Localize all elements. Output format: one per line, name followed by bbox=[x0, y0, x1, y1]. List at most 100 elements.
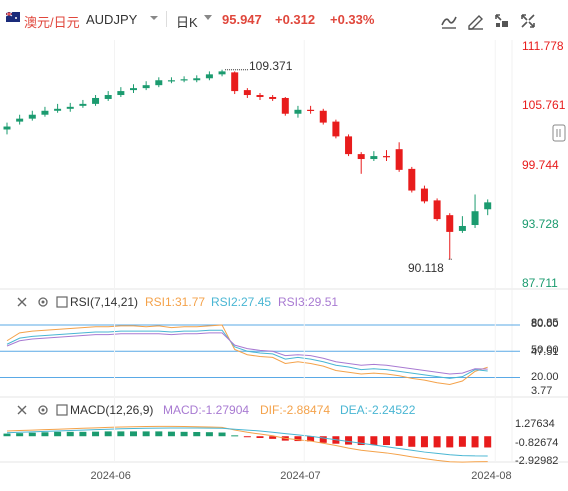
candle-body bbox=[167, 80, 175, 82]
macd-bar bbox=[458, 436, 466, 447]
high-annotation: 109.371 bbox=[249, 59, 293, 73]
candle-body bbox=[193, 78, 201, 81]
rsi1-line bbox=[6, 324, 488, 386]
candle-body bbox=[420, 188, 428, 202]
dif-value: DIF:-2.88474 bbox=[260, 403, 331, 417]
macd-bar bbox=[357, 436, 365, 446]
rsi-tick-label: 80.85 bbox=[531, 317, 559, 330]
rsi-tick-label: 80.00 bbox=[531, 318, 559, 330]
rsi-header: RSI(7,14,21) RSI1:31.77 RSI2:27.45 RSI3:… bbox=[0, 295, 400, 311]
candle-body bbox=[79, 103, 87, 106]
macd-bar bbox=[205, 432, 213, 437]
macd-bar bbox=[79, 431, 87, 437]
collapse-panel-icon[interactable] bbox=[552, 124, 566, 142]
candle-body bbox=[28, 114, 36, 119]
macd-bar bbox=[420, 436, 428, 448]
macd-bar bbox=[41, 432, 49, 437]
candle-body bbox=[433, 200, 441, 220]
candle-body bbox=[383, 156, 390, 158]
indicator-square-icon[interactable] bbox=[56, 404, 68, 416]
macd-bar bbox=[395, 436, 403, 446]
symbol-code[interactable]: AUDJPY bbox=[86, 12, 138, 27]
macd-name: MACD(12,26,9) bbox=[70, 403, 154, 417]
macd-bar bbox=[383, 436, 390, 446]
candle-body bbox=[41, 110, 49, 115]
candle-body bbox=[66, 106, 74, 109]
candle-body bbox=[104, 95, 112, 99]
macd-bar bbox=[307, 436, 315, 442]
candle-body bbox=[357, 154, 365, 160]
candle-body bbox=[332, 121, 340, 137]
settings-gear-icon[interactable] bbox=[37, 296, 49, 308]
candle-body bbox=[458, 225, 466, 231]
fullscreen-icon[interactable] bbox=[517, 10, 539, 32]
candle-body bbox=[395, 149, 403, 170]
macd-bar bbox=[294, 436, 302, 442]
macd-bar bbox=[193, 432, 201, 437]
macd-bar bbox=[66, 431, 74, 437]
candle-body bbox=[269, 96, 277, 99]
rsi2-line bbox=[6, 329, 488, 379]
candle-body bbox=[345, 136, 353, 155]
candle-body bbox=[281, 97, 289, 114]
close-icon[interactable] bbox=[16, 404, 28, 416]
candle-body bbox=[180, 79, 188, 81]
macd-bar bbox=[130, 431, 137, 437]
indicator-icon[interactable] bbox=[438, 10, 460, 32]
macd-bar bbox=[345, 436, 353, 445]
macd-bar bbox=[155, 431, 163, 437]
candle-body bbox=[92, 97, 100, 104]
macd-bar bbox=[319, 436, 327, 443]
macd-bar bbox=[484, 436, 492, 448]
rsi3-value: RSI3:29.51 bbox=[278, 295, 339, 309]
indicator-square-icon[interactable] bbox=[56, 296, 68, 308]
candle-body bbox=[243, 90, 251, 96]
divider bbox=[166, 11, 167, 27]
x-tick-label: 2024-07 bbox=[280, 470, 321, 482]
rsi3-line bbox=[6, 332, 488, 375]
price-change-percent: +0.33% bbox=[330, 12, 375, 27]
draw-icon[interactable] bbox=[465, 10, 487, 32]
candle-body bbox=[3, 126, 11, 130]
candle-body bbox=[155, 80, 163, 86]
macd-bar bbox=[180, 431, 188, 437]
price-tick-label: 111.778 bbox=[522, 39, 564, 53]
candle-body bbox=[319, 110, 327, 123]
compare-icon[interactable] bbox=[491, 10, 513, 32]
macd-value: MACD:-1.27904 bbox=[163, 403, 250, 417]
low-annotation: 90.118 bbox=[408, 261, 444, 275]
candle-body bbox=[370, 156, 378, 160]
macd-bar bbox=[117, 431, 125, 437]
macd-bar bbox=[54, 431, 62, 437]
macd-tick-label: -2.92982 bbox=[515, 455, 559, 467]
x-tick-label: 2024-08 bbox=[471, 470, 512, 482]
macd-tick-label: 1.27634 bbox=[515, 418, 555, 430]
candle-body bbox=[205, 74, 213, 79]
macd-bar bbox=[142, 431, 150, 437]
candle-body bbox=[408, 168, 416, 191]
flag-au-icon bbox=[6, 12, 20, 22]
candle-body bbox=[130, 88, 137, 91]
x-tick-label: 2024-06 bbox=[90, 470, 131, 482]
dif-line bbox=[6, 425, 488, 463]
candle-body bbox=[471, 211, 479, 226]
macd-bar bbox=[28, 432, 36, 437]
macd-bar bbox=[370, 436, 378, 446]
symbol-name-cn[interactable]: 澳元/日元 bbox=[24, 15, 80, 30]
settings-gear-icon[interactable] bbox=[37, 404, 49, 416]
macd-bar bbox=[92, 431, 100, 437]
price-change: +0.312 bbox=[275, 12, 316, 27]
candle-body bbox=[294, 109, 302, 114]
close-icon[interactable] bbox=[16, 296, 28, 308]
candle-body bbox=[218, 71, 226, 75]
last-price: 95.947 bbox=[222, 12, 262, 27]
caret-down-icon[interactable] bbox=[149, 14, 159, 22]
macd-bar bbox=[3, 433, 11, 437]
candle-body bbox=[307, 109, 315, 111]
macd-bar bbox=[433, 436, 441, 448]
macd-bar bbox=[256, 436, 264, 438]
macd-header: MACD(12,26,9) MACD:-1.27904 DIF:-2.88474… bbox=[0, 403, 450, 419]
period-caret-icon[interactable] bbox=[204, 15, 212, 21]
period-selector[interactable]: 日K bbox=[176, 15, 198, 30]
